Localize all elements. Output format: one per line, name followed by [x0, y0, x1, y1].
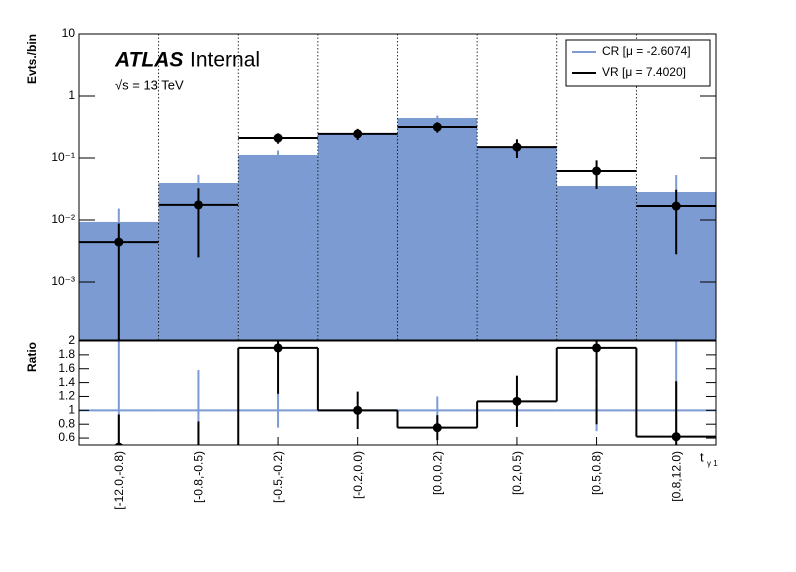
vr-point	[193, 200, 203, 210]
ratio-y-tick-label: 1.2	[58, 389, 75, 403]
x-axis-label-sub: γ 1	[707, 459, 718, 468]
vr-point	[114, 237, 124, 247]
y-tick-label: 1	[68, 88, 75, 102]
vr-ratio-point	[432, 423, 442, 433]
vr-ratio-point	[273, 343, 283, 353]
vr-point	[671, 201, 681, 211]
legend-box	[565, 39, 711, 87]
legend-label: VR [μ = 7.4020]	[602, 65, 686, 79]
x-tick-label: [-12.0,-0.8)	[112, 451, 126, 510]
x-tick-label: [0.0,0.2)	[430, 451, 444, 495]
energy-label: √s = 13 TeV	[115, 77, 184, 92]
ratio-y-tick-label: 0.8	[58, 416, 75, 430]
x-tick-label: [0.5,0.8)	[590, 451, 604, 495]
x-tick-label: [0.2,0.5)	[510, 451, 524, 495]
ratio-y-tick-label: 1	[68, 403, 75, 417]
vr-point	[353, 129, 363, 139]
cr-bar	[397, 117, 478, 340]
y-tick-label: 10	[62, 26, 76, 40]
vr-point	[273, 133, 283, 143]
ratio-plot	[79, 341, 716, 445]
y-tick-label: 10⁻²	[51, 212, 75, 226]
vr-point	[512, 142, 522, 152]
internal-label: Internal	[190, 49, 260, 72]
y-tick-label: 10⁻³	[51, 274, 75, 288]
y-axis-label: Evts./bin	[25, 34, 39, 84]
vr-ratio-point	[592, 343, 602, 353]
vr-ratio-point	[353, 405, 363, 415]
x-axis-label: t	[700, 449, 704, 464]
cr-bar	[477, 147, 557, 340]
x-tick-label: [-0.8,-0.5)	[192, 451, 206, 503]
vr-point	[592, 166, 602, 176]
cr-bar	[556, 186, 637, 340]
x-tick-label: [-0.2,0.0)	[351, 451, 365, 499]
vr-ratio-point	[512, 396, 522, 406]
x-tick-label: [0.8,12.0)	[669, 451, 683, 502]
cr-bar	[317, 133, 398, 340]
ratio-frame	[78, 340, 717, 446]
vr-ratio-point	[671, 432, 681, 442]
top-frame	[78, 33, 717, 341]
ratio-y-tick-label: 2	[68, 333, 75, 347]
ratio-y-tick-label: 0.6	[58, 430, 75, 444]
ratio-y-tick-label: 1.6	[58, 361, 75, 375]
cr-bar	[238, 154, 318, 340]
ratio-y-tick-label: 1.4	[58, 375, 75, 389]
legend-label: CR [μ = -2.6074]	[602, 44, 691, 58]
atlas-label: ATLAS	[114, 49, 183, 72]
ratio-y-tick-label: 1.8	[58, 347, 75, 361]
ratio-axis-label: Ratio	[25, 342, 39, 372]
x-tick-label: [-0.5,-0.2)	[271, 451, 285, 503]
vr-point	[432, 122, 442, 132]
top-plot	[79, 115, 716, 340]
y-tick-label: 10⁻¹	[51, 150, 75, 164]
